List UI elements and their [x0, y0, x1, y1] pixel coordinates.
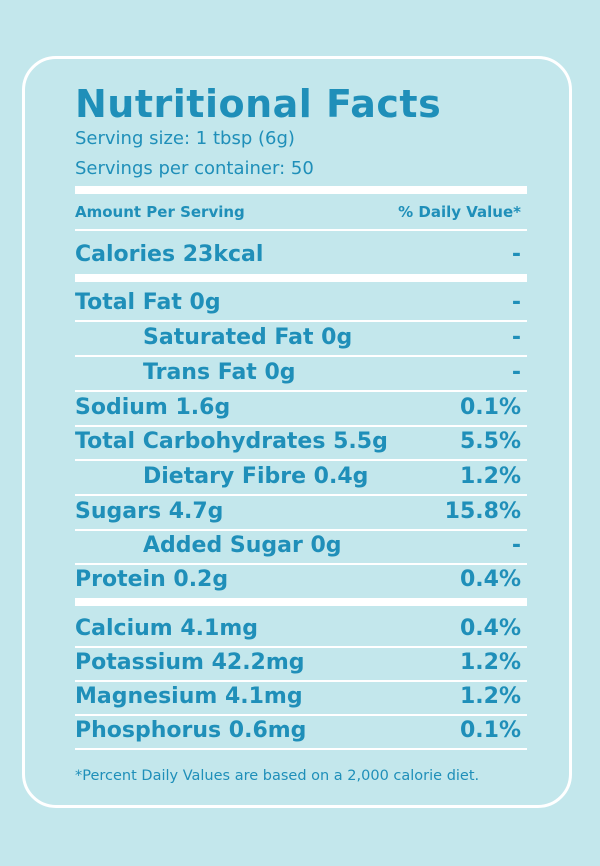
divider-thick	[75, 598, 527, 606]
nutrient-row: Sugars 4.7g 15.8%	[75, 495, 521, 527]
nutrition-panel	[22, 56, 572, 808]
nutrient-value: 0.1%	[459, 394, 521, 420]
divider	[75, 320, 527, 322]
nutrient-label: Sugars 4.7g	[75, 498, 224, 524]
mineral-value: 0.4%	[459, 615, 521, 641]
nutrient-row: Total Carbohydrates 5.5g 5.5%	[75, 425, 521, 457]
nutrient-label: Saturated Fat 0g	[143, 324, 353, 350]
nutrient-value: 1.2%	[459, 463, 521, 489]
divider	[75, 646, 527, 648]
servings-per-container: Servings per container: 50	[75, 158, 314, 179]
calories-row: Calories 23kcal -	[75, 238, 521, 270]
nutrient-value: -	[511, 289, 521, 315]
nutrient-label: Protein 0.2g	[75, 566, 229, 592]
nutrient-label: Trans Fat 0g	[143, 359, 296, 385]
mineral-value: 0.1%	[459, 717, 521, 743]
nutrient-row: Sodium 1.6g 0.1%	[75, 391, 521, 423]
nutrient-value: 15.8%	[444, 498, 521, 524]
divider	[75, 529, 527, 531]
mineral-value: 1.2%	[459, 683, 521, 709]
nutrient-value: -	[511, 359, 521, 385]
nutrient-label: Dietary Fibre 0.4g	[143, 463, 369, 489]
nutrient-label: Added Sugar 0g	[143, 532, 342, 558]
divider	[75, 459, 527, 461]
nutrient-value: 0.4%	[459, 566, 521, 592]
footnote: *Percent Daily Values are based on a 2,0…	[75, 768, 480, 784]
divider-thick	[75, 274, 527, 282]
divider	[75, 355, 527, 357]
nutrient-row: Protein 0.2g 0.4%	[75, 563, 521, 595]
mineral-row: Calcium 4.1mg 0.4%	[75, 612, 521, 644]
divider	[75, 748, 527, 750]
mineral-label: Calcium 4.1mg	[75, 615, 259, 641]
nutrient-label: Total Fat 0g	[75, 289, 221, 315]
calories-label: Calories 23kcal	[75, 241, 264, 267]
nutrient-row: Dietary Fibre 0.4g 1.2%	[75, 460, 521, 492]
mineral-label: Potassium 42.2mg	[75, 649, 305, 675]
divider-thick	[75, 186, 527, 194]
nutrient-row: Added Sugar 0g -	[75, 529, 521, 561]
mineral-row: Phosphorus 0.6mg 0.1%	[75, 714, 521, 746]
nutrient-value: -	[511, 532, 521, 558]
divider	[75, 425, 527, 427]
nutrient-row: Saturated Fat 0g -	[75, 321, 521, 353]
column-headers: Amount Per Serving % Daily Value*	[75, 201, 521, 223]
nutrient-label: Total Carbohydrates 5.5g	[75, 428, 388, 454]
divider	[75, 563, 527, 565]
mineral-row: Potassium 42.2mg 1.2%	[75, 646, 521, 678]
serving-size: Serving size: 1 tbsp (6g)	[75, 128, 295, 149]
nutrient-value: 5.5%	[459, 428, 521, 454]
nutrient-value: -	[511, 324, 521, 350]
nutrient-row: Trans Fat 0g -	[75, 356, 521, 388]
amount-header: Amount Per Serving	[75, 203, 245, 221]
mineral-value: 1.2%	[459, 649, 521, 675]
divider	[75, 390, 527, 392]
mineral-row: Magnesium 4.1mg 1.2%	[75, 680, 521, 712]
calories-value: -	[511, 241, 521, 267]
nutrient-label: Sodium 1.6g	[75, 394, 231, 420]
mineral-label: Magnesium 4.1mg	[75, 683, 303, 709]
divider	[75, 680, 527, 682]
nutrient-row: Total Fat 0g -	[75, 286, 521, 318]
mineral-label: Phosphorus 0.6mg	[75, 717, 307, 743]
divider	[75, 714, 527, 716]
divider	[75, 229, 527, 231]
daily-value-header: % Daily Value*	[398, 203, 521, 221]
page-title: Nutritional Facts	[75, 82, 442, 126]
divider	[75, 494, 527, 496]
